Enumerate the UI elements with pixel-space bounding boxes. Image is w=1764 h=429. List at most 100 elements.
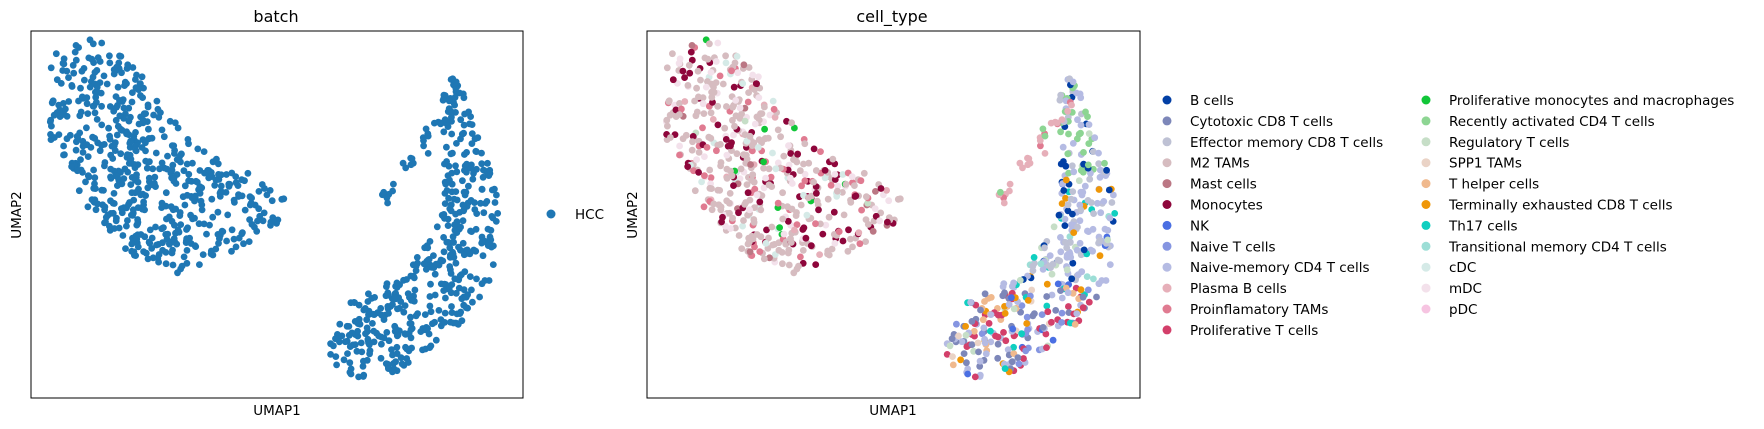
scatter-point [1010,305,1018,313]
scatter-point [955,332,962,340]
scatter-point [450,195,458,203]
scatter-points-cell-type [663,36,1119,381]
scatter-point [713,147,720,155]
scatter-point [845,226,852,234]
scatter-point [730,131,737,139]
scatter-point [86,83,94,91]
scatter-point [1001,289,1008,297]
scatter-point [152,223,159,231]
scatter-point [425,330,433,338]
scatter-point [363,324,371,332]
scatter-point [84,110,92,117]
scatter-point [797,253,804,261]
scatter-point [760,255,768,263]
scatter-point [156,165,163,173]
scatter-point [226,180,234,188]
scatter-point [128,189,136,197]
legend-marker-cdc [1421,262,1431,272]
scatter-point [805,159,813,167]
scatter-point [1006,180,1014,188]
scatter-point [196,189,204,197]
scatter-point [439,257,447,265]
scatter-point [194,145,202,153]
scatter-point [723,103,730,110]
scatter-point [388,346,395,353]
scatter-point [751,86,758,93]
scatter-point [447,150,455,158]
scatter-point [797,201,805,209]
scatter-point [728,67,735,75]
scatter-point [144,103,152,111]
scatter-point [734,69,742,77]
scatter-point [981,339,989,347]
scatter-point [377,354,385,362]
scatter-point [1001,310,1009,317]
scatter-point [717,203,725,211]
scatter-point [451,221,458,229]
scatter-point [142,139,149,147]
scatter-point [98,186,106,194]
scatter-point [802,234,810,242]
scatter-point [1043,344,1050,351]
scatter-point [154,105,162,113]
scatter-point [976,357,984,365]
scatter-point [755,94,763,101]
scatter-point [1023,313,1031,321]
scatter-point [723,165,731,173]
scatter-point [855,229,863,237]
scatter-point [1076,239,1084,247]
scatter-point [1074,116,1081,124]
scatter-point [1058,319,1065,326]
scatter-point [721,124,729,132]
scatter-point [435,307,443,314]
legend-label-mdc: mDC [1449,281,1482,297]
scatter-point [982,350,990,358]
scatter-point [124,217,131,224]
scatter-point [669,76,677,84]
scatter-point [163,215,170,223]
scatter-point [420,260,428,268]
scatter-point [962,331,970,339]
scatter-point [354,327,361,335]
scatter-point [1037,260,1045,268]
scatter-point [834,182,842,190]
scatter-point [1104,226,1112,234]
scatter-point [669,50,676,58]
scatter-point [1052,307,1060,314]
scatter-point [166,240,173,247]
scatter-point [805,194,812,202]
scatter-point [994,333,1002,341]
scatter-point [110,142,118,150]
scatter-point [813,189,820,197]
scatter-point [206,221,213,229]
panel-cell-type: cell_type UMAP1 UMAP2 B cells Cytotoxic C… [625,7,1734,419]
scatter-point [1016,276,1024,284]
legend-label-hcc: HCC [575,207,604,223]
scatter-point [383,283,390,290]
scatter-point [1080,149,1087,156]
scatter-point [135,120,143,128]
scatter-point [158,126,166,134]
scatter-point [69,61,77,69]
scatter-point [244,169,252,177]
scatter-point [473,210,481,218]
scatter-point [810,145,818,153]
scatter-point [413,254,421,261]
scatter-point [812,261,820,268]
scatter-point [377,333,385,341]
scatter-point [760,164,767,172]
scatter-point [430,252,437,259]
scatter-point [974,339,982,347]
scatter-point [62,105,69,113]
scatter-point [709,116,717,123]
scatter-point [365,290,372,298]
scatter-point [736,104,744,112]
scatter-point [706,40,713,48]
scatter-point [1071,321,1079,328]
scatter-point [380,188,388,196]
scatter-point [958,338,966,346]
scatter-point [441,116,449,123]
scatter-point [51,134,58,141]
scatter-point [946,342,954,350]
scatter-point [457,135,464,143]
